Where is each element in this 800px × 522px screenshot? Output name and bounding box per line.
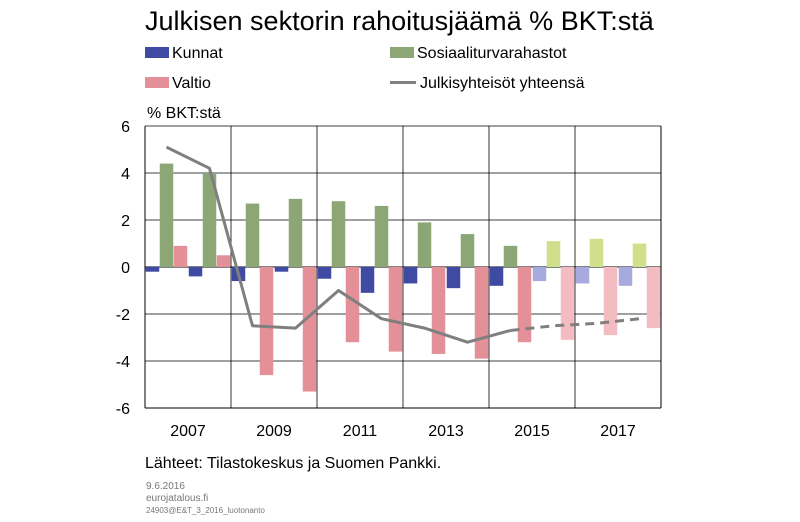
bar-sosiaaliturvarahastot-2008 (202, 173, 217, 267)
bar-sosiaaliturvarahastot-2011 (331, 201, 346, 267)
footer-code: 24903@E&T_3_2016_luotonanto (146, 506, 265, 515)
x-tick-label-2013: 2013 (428, 423, 464, 440)
y-tick-label-6: 6 (121, 119, 130, 136)
bar-sosiaaliturvarahastot-2018 (632, 243, 647, 267)
legend-sosiaaliturvarahastot: Sosiaaliturvarahastot (390, 44, 566, 64)
x-tick-label-2017: 2017 (600, 423, 636, 440)
bar-valtio-2016 (560, 267, 575, 340)
bar-sosiaaliturvarahastot-2017 (589, 238, 604, 267)
bar-valtio-2011 (345, 267, 360, 343)
y-tick-label--4: -4 (116, 354, 130, 371)
bar-kunnat-2016 (532, 267, 547, 282)
legend-swatch-kunnat (145, 47, 169, 59)
bar-sosiaaliturvarahastot-2010 (288, 198, 303, 267)
bar-sosiaaliturvarahastot-2014 (460, 234, 475, 267)
y-tick-label--6: -6 (116, 401, 130, 418)
bar-valtio-2012 (388, 267, 403, 352)
line-julkisyhteisot-forecast (510, 317, 640, 332)
legend-label-valtio: Valtio (172, 75, 211, 92)
legend-swatch-valtio (145, 77, 169, 89)
source-note: Lähteet: Tilastokeskus ja Suomen Pankki. (145, 455, 442, 472)
legend-kunnat: Kunnat (145, 44, 223, 64)
legend-valtio: Valtio (145, 74, 211, 94)
footer-date: 9.6.2016 (146, 481, 185, 492)
bar-kunnat-2007 (145, 267, 160, 272)
x-tick-label-2011: 2011 (343, 423, 378, 440)
bar-valtio-2018 (646, 267, 661, 329)
bar-kunnat-2017 (575, 267, 590, 284)
bar-kunnat-2018 (618, 267, 633, 286)
bar-kunnat-2013 (403, 267, 418, 284)
bar-valtio-2015 (517, 267, 532, 343)
bar-valtio-2010 (302, 267, 317, 392)
bar-kunnat-2012 (360, 267, 375, 293)
bar-sosiaaliturvarahastot-2015 (503, 245, 518, 267)
x-tick-label-2015: 2015 (514, 423, 550, 440)
x-tick-label-2009: 2009 (256, 423, 292, 440)
bar-sosiaaliturvarahastot-2013 (417, 222, 432, 267)
y-tick-label-0: 0 (121, 260, 130, 277)
bar-valtio-2013 (431, 267, 446, 354)
bar-sosiaaliturvarahastot-2007 (159, 163, 174, 267)
bar-valtio-2009 (259, 267, 274, 376)
legend-label-sosiaaliturvarahastot: Sosiaaliturvarahastot (417, 45, 567, 62)
bar-kunnat-2014 (446, 267, 461, 289)
chart-title: Julkisen sektorin rahoitusjäämä % BKT:st… (145, 6, 654, 36)
y-tick-label--2: -2 (116, 307, 130, 324)
bar-kunnat-2015 (489, 267, 504, 286)
bar-valtio-2007 (173, 245, 188, 267)
footer-site: eurojatalous.fi (146, 493, 209, 504)
bar-sosiaaliturvarahastot-2016 (546, 241, 561, 267)
legend-swatch-sosiaaliturvarahastot (390, 47, 414, 59)
y-axis-unit-label: % BKT:stä (147, 105, 221, 122)
bar-valtio-2014 (474, 267, 489, 359)
x-tick-label-2007: 2007 (170, 423, 206, 440)
bar-sosiaaliturvarahastot-2012 (374, 205, 389, 267)
bar-valtio-2008 (216, 255, 231, 267)
bar-kunnat-2011 (317, 267, 332, 279)
legend-label-julkisyhteisot: Julkisyhteisöt yhteensä (420, 75, 585, 92)
legend-line-julkisyhteisot (390, 81, 416, 85)
bar-sosiaaliturvarahastot-2009 (245, 203, 260, 267)
legend-label-kunnat: Kunnat (172, 45, 223, 62)
bar-kunnat-2008 (188, 267, 203, 277)
y-tick-label-2: 2 (121, 213, 130, 230)
legend-julkisyhteisot: Julkisyhteisöt yhteensä (390, 74, 585, 94)
y-tick-label-4: 4 (121, 166, 130, 183)
bar-valtio-2017 (603, 267, 618, 336)
bar-kunnat-2010 (274, 267, 289, 272)
